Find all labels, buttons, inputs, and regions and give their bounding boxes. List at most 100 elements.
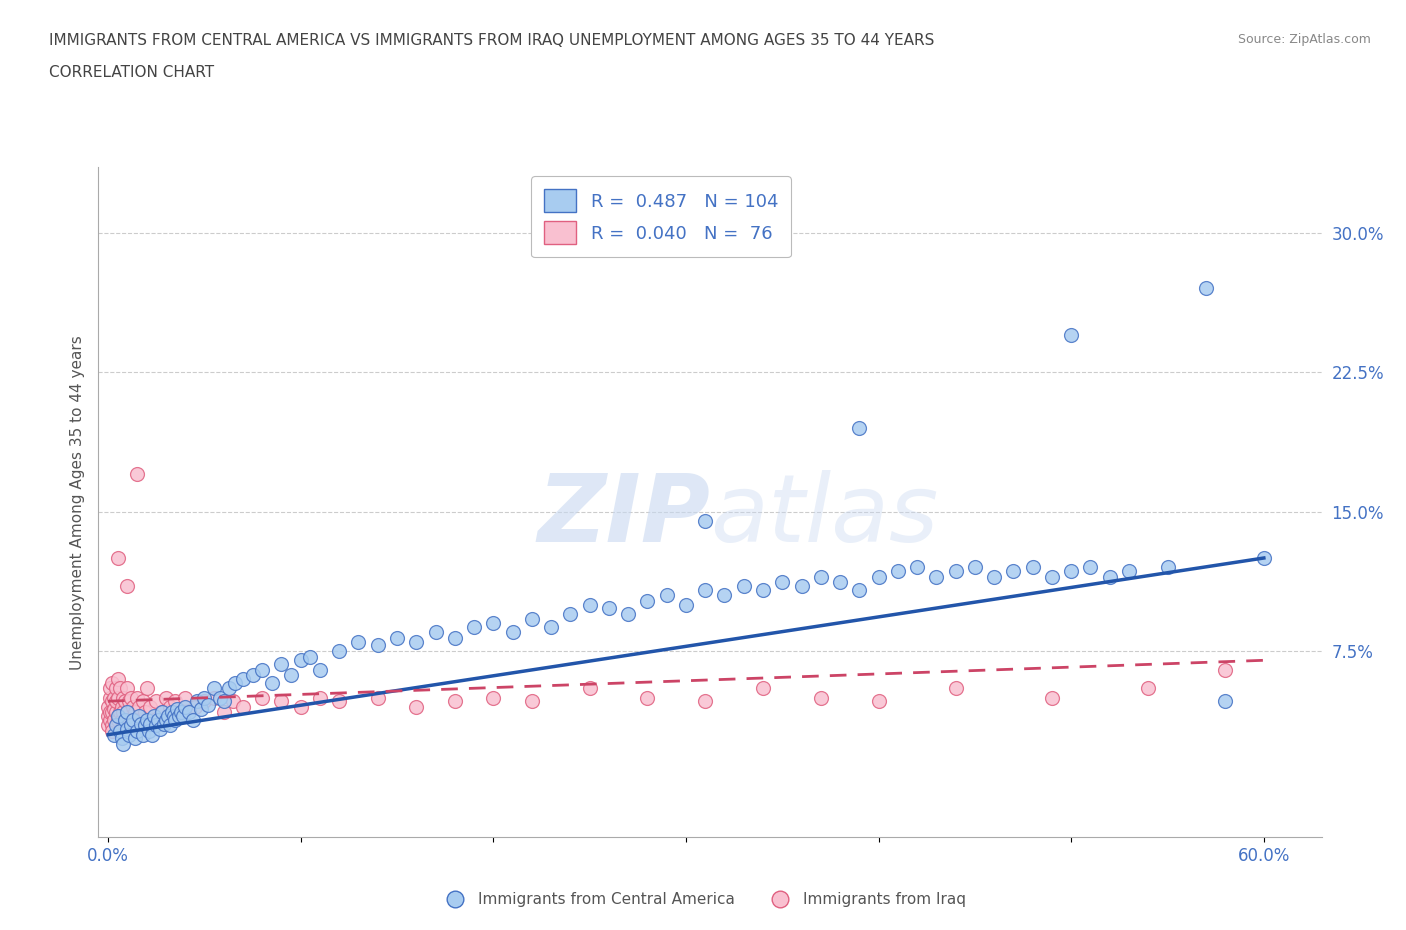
Point <box>141 727 163 742</box>
Point <box>636 690 658 705</box>
Point <box>290 699 312 714</box>
Point <box>155 712 177 727</box>
Point <box>540 619 562 634</box>
Point <box>1156 560 1178 575</box>
Point <box>328 644 350 658</box>
Point <box>713 588 735 603</box>
Point <box>197 698 219 712</box>
Point <box>1253 551 1275 565</box>
Point <box>118 712 141 727</box>
Point <box>122 699 145 714</box>
Point <box>212 705 235 720</box>
Point <box>232 699 254 714</box>
Point <box>520 694 543 709</box>
Point <box>848 420 870 435</box>
Text: IMMIGRANTS FROM CENTRAL AMERICA VS IMMIGRANTS FROM IRAQ UNEMPLOYMENT AMONG AGES : IMMIGRANTS FROM CENTRAL AMERICA VS IMMIG… <box>49 33 935 47</box>
Point <box>107 671 129 686</box>
Point <box>98 705 121 720</box>
Point <box>868 694 890 709</box>
Point <box>103 701 125 716</box>
Point <box>103 712 125 727</box>
Point <box>848 582 870 597</box>
Point <box>309 662 332 677</box>
Point <box>810 690 832 705</box>
Point <box>502 625 524 640</box>
Point <box>156 709 179 724</box>
Point <box>578 681 600 696</box>
Point <box>443 631 465 645</box>
Point <box>636 593 658 608</box>
Point <box>655 588 678 603</box>
Text: ZIP: ZIP <box>537 470 710 562</box>
Point <box>112 705 135 720</box>
Point <box>107 690 129 705</box>
Point <box>110 712 132 727</box>
Point <box>1137 681 1160 696</box>
Point <box>145 718 167 733</box>
Point <box>177 705 200 720</box>
Point <box>328 694 350 709</box>
Point <box>98 681 121 696</box>
Point <box>309 690 332 705</box>
Point <box>149 722 172 737</box>
Point <box>828 575 851 590</box>
Point <box>208 690 231 705</box>
Point <box>155 690 177 705</box>
Point <box>598 601 620 616</box>
Point <box>172 709 194 724</box>
Point <box>101 724 124 738</box>
Point <box>165 712 187 727</box>
Point <box>675 597 697 612</box>
Point <box>790 578 813 593</box>
Point <box>97 709 120 724</box>
Point <box>193 690 215 705</box>
Point <box>122 712 145 727</box>
Point <box>945 564 967 578</box>
Point <box>104 718 127 733</box>
Point <box>135 681 157 696</box>
Legend: R =  0.487   N = 104, R =  0.040   N =  76: R = 0.487 N = 104, R = 0.040 N = 76 <box>531 177 792 257</box>
Point <box>367 690 389 705</box>
Text: Source: ZipAtlas.com: Source: ZipAtlas.com <box>1237 33 1371 46</box>
Point <box>108 705 131 720</box>
Point <box>290 653 312 668</box>
Point <box>347 634 370 649</box>
Point <box>97 699 120 714</box>
Point <box>193 694 215 709</box>
Point <box>101 705 124 720</box>
Point <box>107 709 129 724</box>
Point <box>482 616 505 631</box>
Point <box>260 675 283 690</box>
Point <box>124 731 146 746</box>
Point <box>280 668 302 683</box>
Point <box>202 690 225 705</box>
Point <box>868 569 890 584</box>
Point <box>425 625 447 640</box>
Point <box>117 578 139 593</box>
Point <box>218 681 240 696</box>
Point <box>117 705 139 720</box>
Point <box>108 681 131 696</box>
Point <box>146 712 169 727</box>
Point <box>367 638 389 653</box>
Point <box>520 612 543 627</box>
Point <box>150 705 173 720</box>
Point <box>181 712 204 727</box>
Point <box>270 657 292 671</box>
Point <box>138 724 160 738</box>
Point <box>117 705 139 720</box>
Y-axis label: Unemployment Among Ages 35 to 44 years: Unemployment Among Ages 35 to 44 years <box>69 335 84 670</box>
Point <box>925 569 948 584</box>
Point <box>405 699 427 714</box>
Point <box>128 699 150 714</box>
Text: atlas: atlas <box>710 470 938 561</box>
Point <box>117 681 139 696</box>
Point <box>104 694 127 709</box>
Point <box>212 694 235 709</box>
Point <box>299 649 322 664</box>
Point <box>1080 560 1102 575</box>
Point <box>104 705 127 720</box>
Point <box>166 701 188 716</box>
Point <box>110 699 132 714</box>
Point <box>143 709 166 724</box>
